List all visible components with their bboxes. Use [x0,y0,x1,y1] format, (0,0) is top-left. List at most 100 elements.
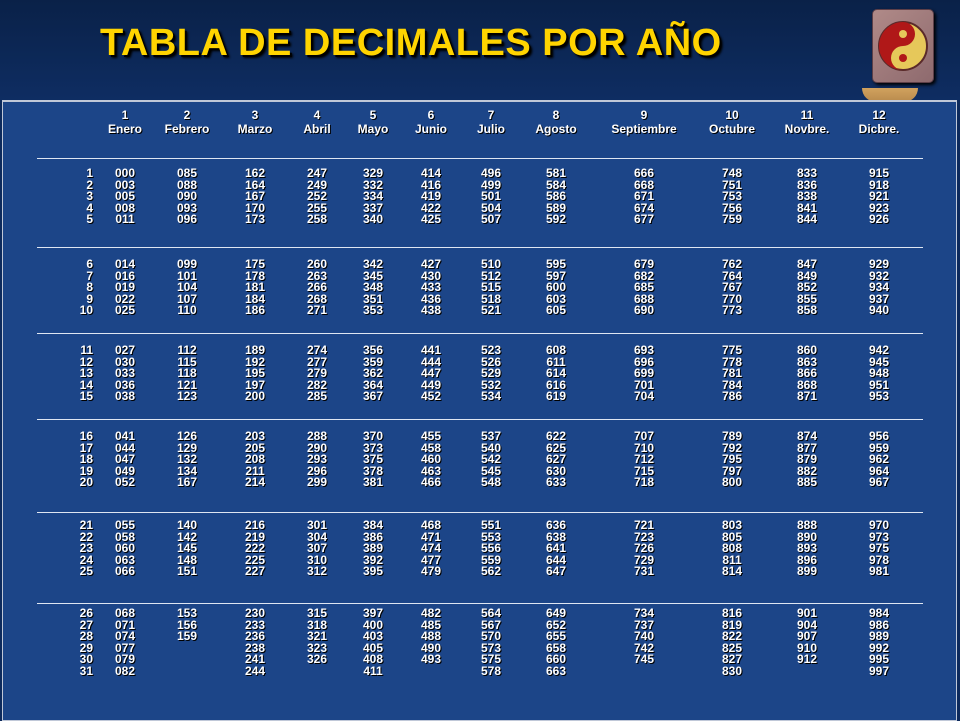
decimal-value: 989 [868,629,890,644]
month-name: Junio [415,122,447,136]
decimal-value: 581 [545,166,567,180]
decimal-value: 910 [796,640,818,655]
decimal-value: 403 [362,629,384,644]
decimal-value: 436 [420,291,442,306]
decimal-value: 175 [244,257,266,271]
day-number: 10 [79,303,93,318]
decimal-value: 803 [721,518,743,532]
decimal-value: 562 [480,564,502,579]
decimal-value: 529 [480,366,502,381]
decimal-value: 622 [545,429,567,443]
decimal-value: 058 [114,529,136,544]
day-number: 12 [79,354,93,369]
decimal-value: 668 [633,177,655,192]
decimal-value: 625 [545,440,567,455]
decimal-value: 745 [633,652,655,667]
decimal-value: 811 [722,552,742,567]
decimal-value: 608 [545,343,567,357]
day-number: 9 [86,291,93,306]
decimal-value: 586 [545,189,567,204]
decimal-value: 066 [114,564,136,579]
decimal-value: 542 [480,452,502,467]
decimal-value: 627 [545,452,567,467]
decimal-value: 918 [868,177,890,192]
decimal-value: 123 [176,389,198,404]
decimal-value: 433 [420,280,442,295]
decimal-value: 008 [114,200,136,215]
decimal-value: 332 [362,177,384,192]
decimal-value: 441 [420,343,442,357]
decimal-value: 167 [244,189,266,204]
decimal-value: 764 [721,268,743,283]
decimal-value: 315 [306,606,328,620]
decimal-value: 959 [868,440,890,455]
month-name: Octubre [708,122,756,136]
decimal-value: 107 [176,291,198,306]
row-divider [37,158,923,159]
decimal-value: 995 [868,652,890,667]
month-name: Novbre. [784,122,830,136]
decimal-value: 375 [362,452,384,467]
month-name: Agosto [535,122,577,136]
decimal-value: 970 [868,518,890,532]
decimal-value: 641 [545,541,567,556]
decimal-value: 411 [363,664,383,678]
decimal-value: 304 [306,529,328,544]
decimal-value: 726 [633,541,655,556]
decimal-value: 400 [362,617,384,632]
decimal-value: 151 [176,564,198,579]
decimal-value: 419 [420,189,442,204]
decimal-value: 874 [796,429,818,443]
decimal-value: 956 [868,429,890,443]
decimal-value: 274 [306,343,328,357]
decimal-value: 849 [796,268,818,283]
yin-yang-logo-icon [872,9,934,83]
decimal-value: 699 [633,366,655,381]
decimal-value: 430 [420,268,442,283]
decimal-value: 499 [480,177,502,192]
month-name: Abril [303,122,331,136]
decimal-value: 537 [480,429,502,443]
month-number: 4 [313,108,321,122]
day-number: 5 [86,212,93,227]
decimal-value: 271 [306,303,328,318]
row-divider [37,419,923,420]
decimal-value: 721 [633,518,655,532]
decimal-value: 192 [244,354,266,369]
decimal-value: 216 [244,518,266,532]
decimal-value: 589 [545,200,567,215]
decimal-value: 219 [244,529,266,544]
decimal-value: 173 [244,212,266,227]
decimal-value: 485 [420,617,442,632]
decimal-value: 934 [868,280,890,295]
decimal-value: 553 [480,529,502,544]
decimal-value: 290 [306,440,328,455]
month-name: Marzo [237,122,273,136]
day-number: 22 [79,529,93,544]
decimal-value: 071 [114,617,136,632]
day-number: 15 [79,389,93,404]
decimal-value: 033 [114,366,136,381]
decimal-value: 405 [362,640,384,655]
decimal-value: 227 [244,564,266,579]
decimal-value: 512 [480,268,502,283]
decimal-value: 649 [545,606,567,620]
decimal-value: 479 [420,564,442,579]
decimal-value: 468 [420,518,442,532]
page-title: TABLA DE DECIMALES POR AÑO [100,22,722,64]
decimal-value: 345 [362,268,384,283]
decimal-value: 156 [176,617,198,632]
decimal-value: 164 [244,177,266,192]
decimal-value: 822 [721,629,743,644]
decimal-value: 915 [868,166,890,180]
decimal-value: 082 [114,664,136,678]
month-number: 10 [725,108,739,122]
day-number: 16 [79,429,93,443]
decimal-value: 866 [796,366,818,381]
decimal-table-panel: 1 Enero 2 Febrero 3 Marzo 4 Abril 5 Mayo 6 Junio 7 Ju… [2,100,957,721]
decimal-value: 882 [796,463,818,478]
decimal-value: 099 [176,257,198,271]
decimal-value: 203 [244,429,266,443]
decimal-value: 145 [176,541,198,556]
decimal-value: 611 [546,354,566,369]
